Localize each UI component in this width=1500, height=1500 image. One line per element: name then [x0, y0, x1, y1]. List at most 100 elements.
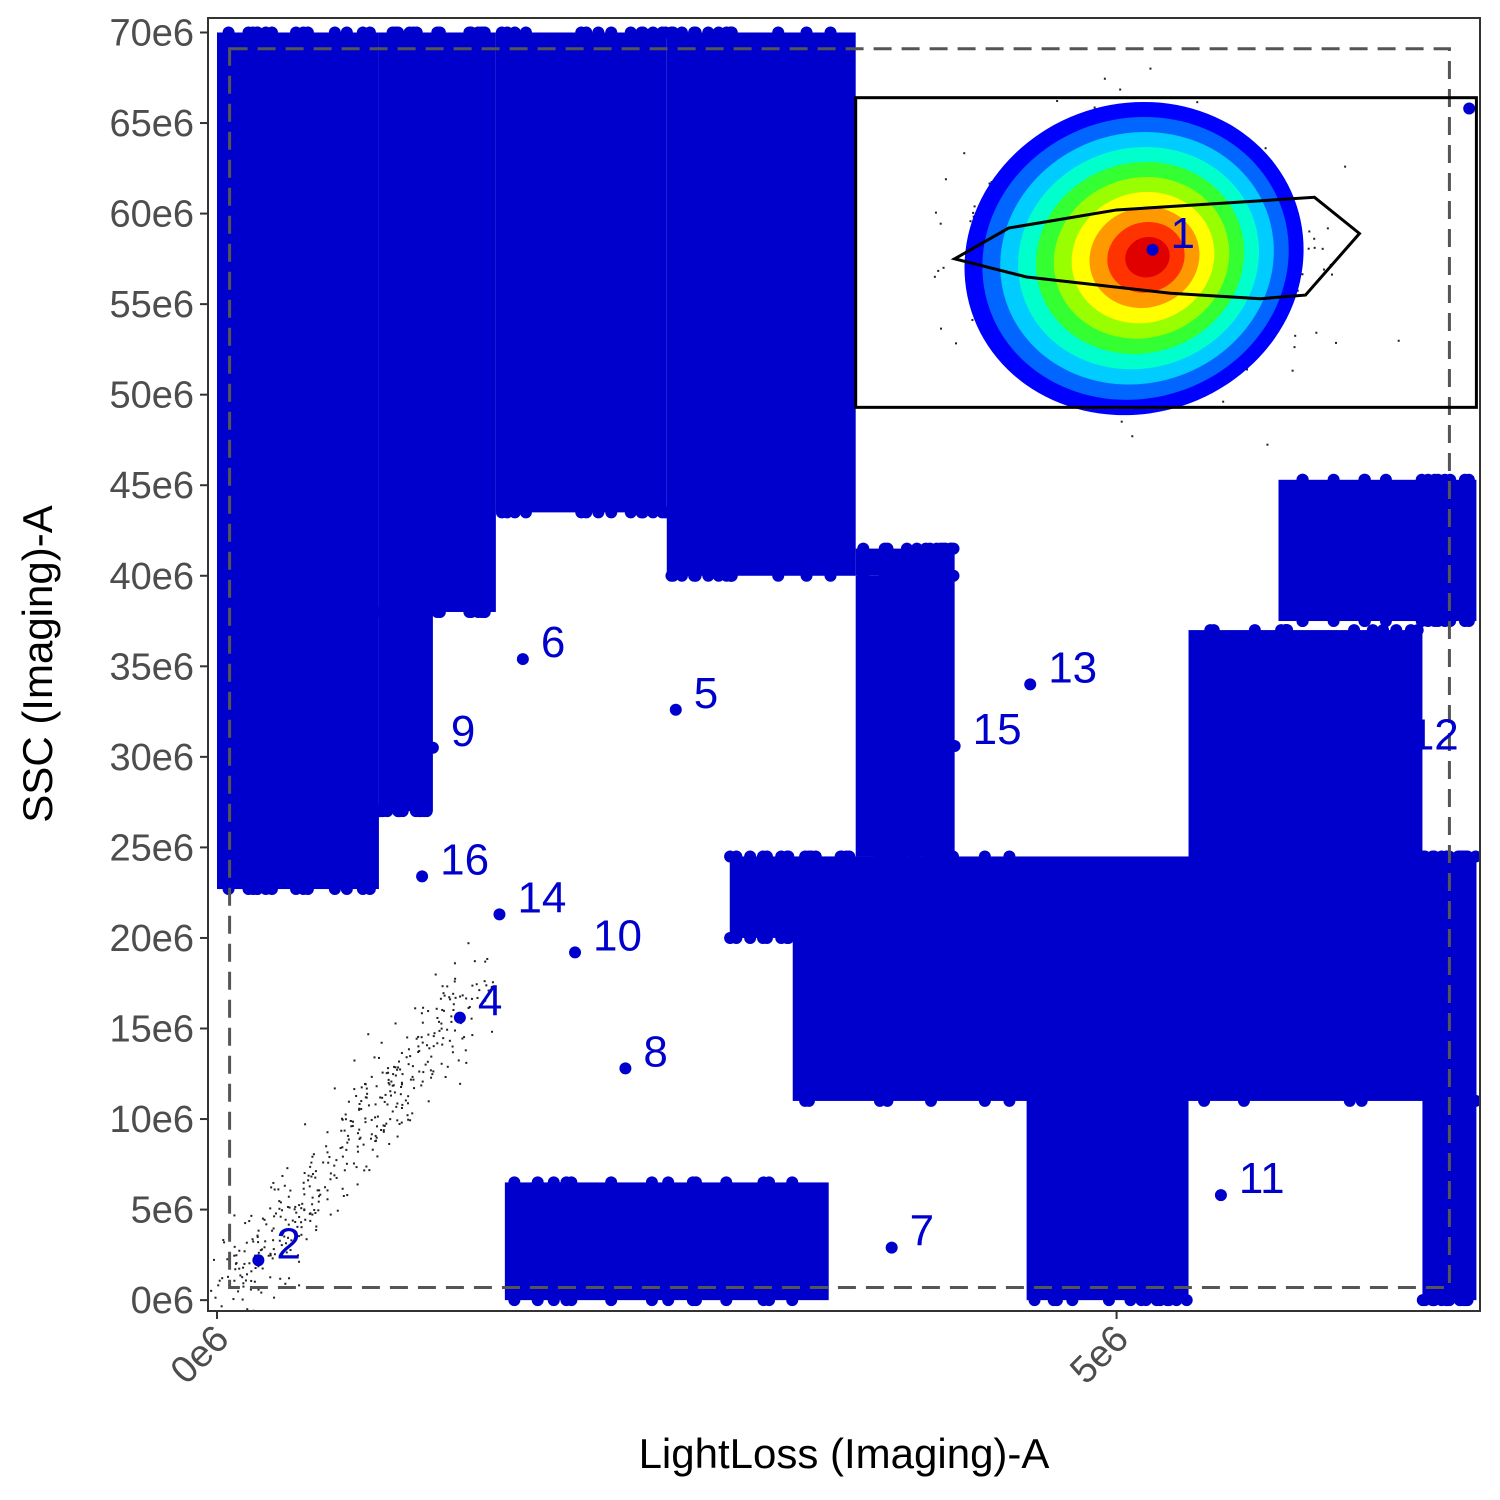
dense-point [824, 26, 837, 39]
data-point [1385, 745, 1398, 758]
dense-point [1343, 1094, 1356, 1107]
noise-dot [411, 1075, 414, 1078]
dense-point [1135, 1049, 1148, 1062]
noise-dot [298, 1260, 301, 1263]
data-point [885, 1241, 898, 1254]
noise-dot [374, 1134, 377, 1137]
noise-dot [364, 1117, 367, 1120]
noise-dot [406, 1036, 409, 1039]
noise-dot [385, 1122, 388, 1125]
dense-point [508, 1176, 521, 1189]
dense-point [381, 605, 394, 618]
noise-dot [257, 1229, 260, 1232]
dense-point [1198, 1094, 1211, 1107]
y-tick-label: 5e6 [131, 1190, 194, 1232]
dense-point [508, 506, 521, 519]
noise-dot [233, 1279, 236, 1282]
noise-dot [390, 1080, 393, 1083]
noise-dot [296, 1225, 299, 1228]
dense-point [689, 1176, 702, 1189]
dense-point [508, 1294, 521, 1307]
dense-point [900, 542, 913, 555]
noise-dot [212, 1258, 215, 1261]
noise-dot [311, 1213, 314, 1216]
noise-dot [282, 1232, 285, 1235]
dense-point [475, 605, 488, 618]
noise-dot [417, 1050, 420, 1053]
dense-point [1366, 895, 1379, 908]
noise-dot [385, 1072, 388, 1075]
noise-dot [300, 1226, 303, 1229]
noise-dot [430, 1076, 433, 1079]
data-point-label: 12 [1410, 710, 1459, 759]
dense-point [580, 506, 593, 519]
noise-dot [453, 1029, 456, 1032]
noise-dot [279, 1201, 282, 1204]
dense-point [1390, 624, 1403, 637]
noise-dot [244, 1222, 247, 1225]
noise-dot [287, 1195, 290, 1198]
dense-point [1459, 850, 1472, 863]
noise-dot [316, 1189, 319, 1192]
dense-point [1327, 473, 1340, 486]
noise-dot [289, 1249, 292, 1252]
noise-dot [350, 1125, 353, 1128]
dense-point [675, 569, 688, 582]
dense-point [1458, 615, 1471, 628]
noise-dot [1222, 400, 1225, 403]
noise-dot [384, 1093, 387, 1096]
noise-dot [366, 1092, 369, 1095]
noise-dot [307, 1179, 310, 1182]
y-tick-label: 30e6 [109, 737, 194, 779]
dense-point [251, 26, 264, 39]
noise-dot [355, 1166, 358, 1169]
dense-point [1248, 895, 1261, 908]
noise-dot [436, 1016, 439, 1019]
dense-point [373, 605, 386, 618]
noise-dot [279, 1215, 282, 1218]
dense-point [1237, 1094, 1250, 1107]
noise-dot [333, 1164, 336, 1167]
dense-point [297, 26, 310, 39]
dense-point [531, 1176, 544, 1189]
noise-dot [1326, 227, 1329, 230]
dense-point [635, 26, 648, 39]
dense-point [1444, 473, 1457, 486]
dense-point [724, 850, 737, 863]
noise-dot [238, 1267, 241, 1270]
noise-dot [210, 1289, 213, 1292]
noise-dot [392, 1073, 395, 1076]
noise-dot [250, 1270, 253, 1273]
noise-dot [347, 1138, 350, 1141]
dense-point [1066, 1049, 1079, 1062]
noise-dot [271, 1229, 274, 1232]
noise-dot [387, 1067, 390, 1070]
dense-point [1366, 624, 1379, 637]
noise-dot [400, 1083, 403, 1086]
dense-point [1003, 850, 1016, 863]
noise-dot [426, 1044, 429, 1047]
noise-dot [278, 1207, 281, 1210]
axes: 0e65e610e615e620e625e630e635e640e645e650… [109, 12, 1136, 1392]
noise-dot [485, 984, 488, 987]
noise-dot [242, 1266, 245, 1269]
dense-point [786, 1294, 799, 1307]
data-point [1214, 1189, 1227, 1202]
noise-dot [249, 1288, 252, 1291]
dense-point [1296, 473, 1309, 486]
y-tick-label: 0e6 [131, 1280, 194, 1322]
noise-dot [422, 1071, 425, 1074]
noise-dot [360, 1100, 363, 1103]
dense-point [420, 605, 433, 618]
noise-dot [476, 996, 479, 999]
dense-point-region [216, 32, 379, 890]
noise-dot [301, 1202, 304, 1205]
dense-point [222, 26, 235, 39]
data-point-label: 1 [1171, 209, 1195, 258]
dense-point [1102, 1049, 1115, 1062]
noise-dot [340, 1117, 343, 1120]
noise-dot [259, 1249, 262, 1252]
noise-dot [273, 1215, 276, 1218]
noise-dot [335, 1159, 338, 1162]
